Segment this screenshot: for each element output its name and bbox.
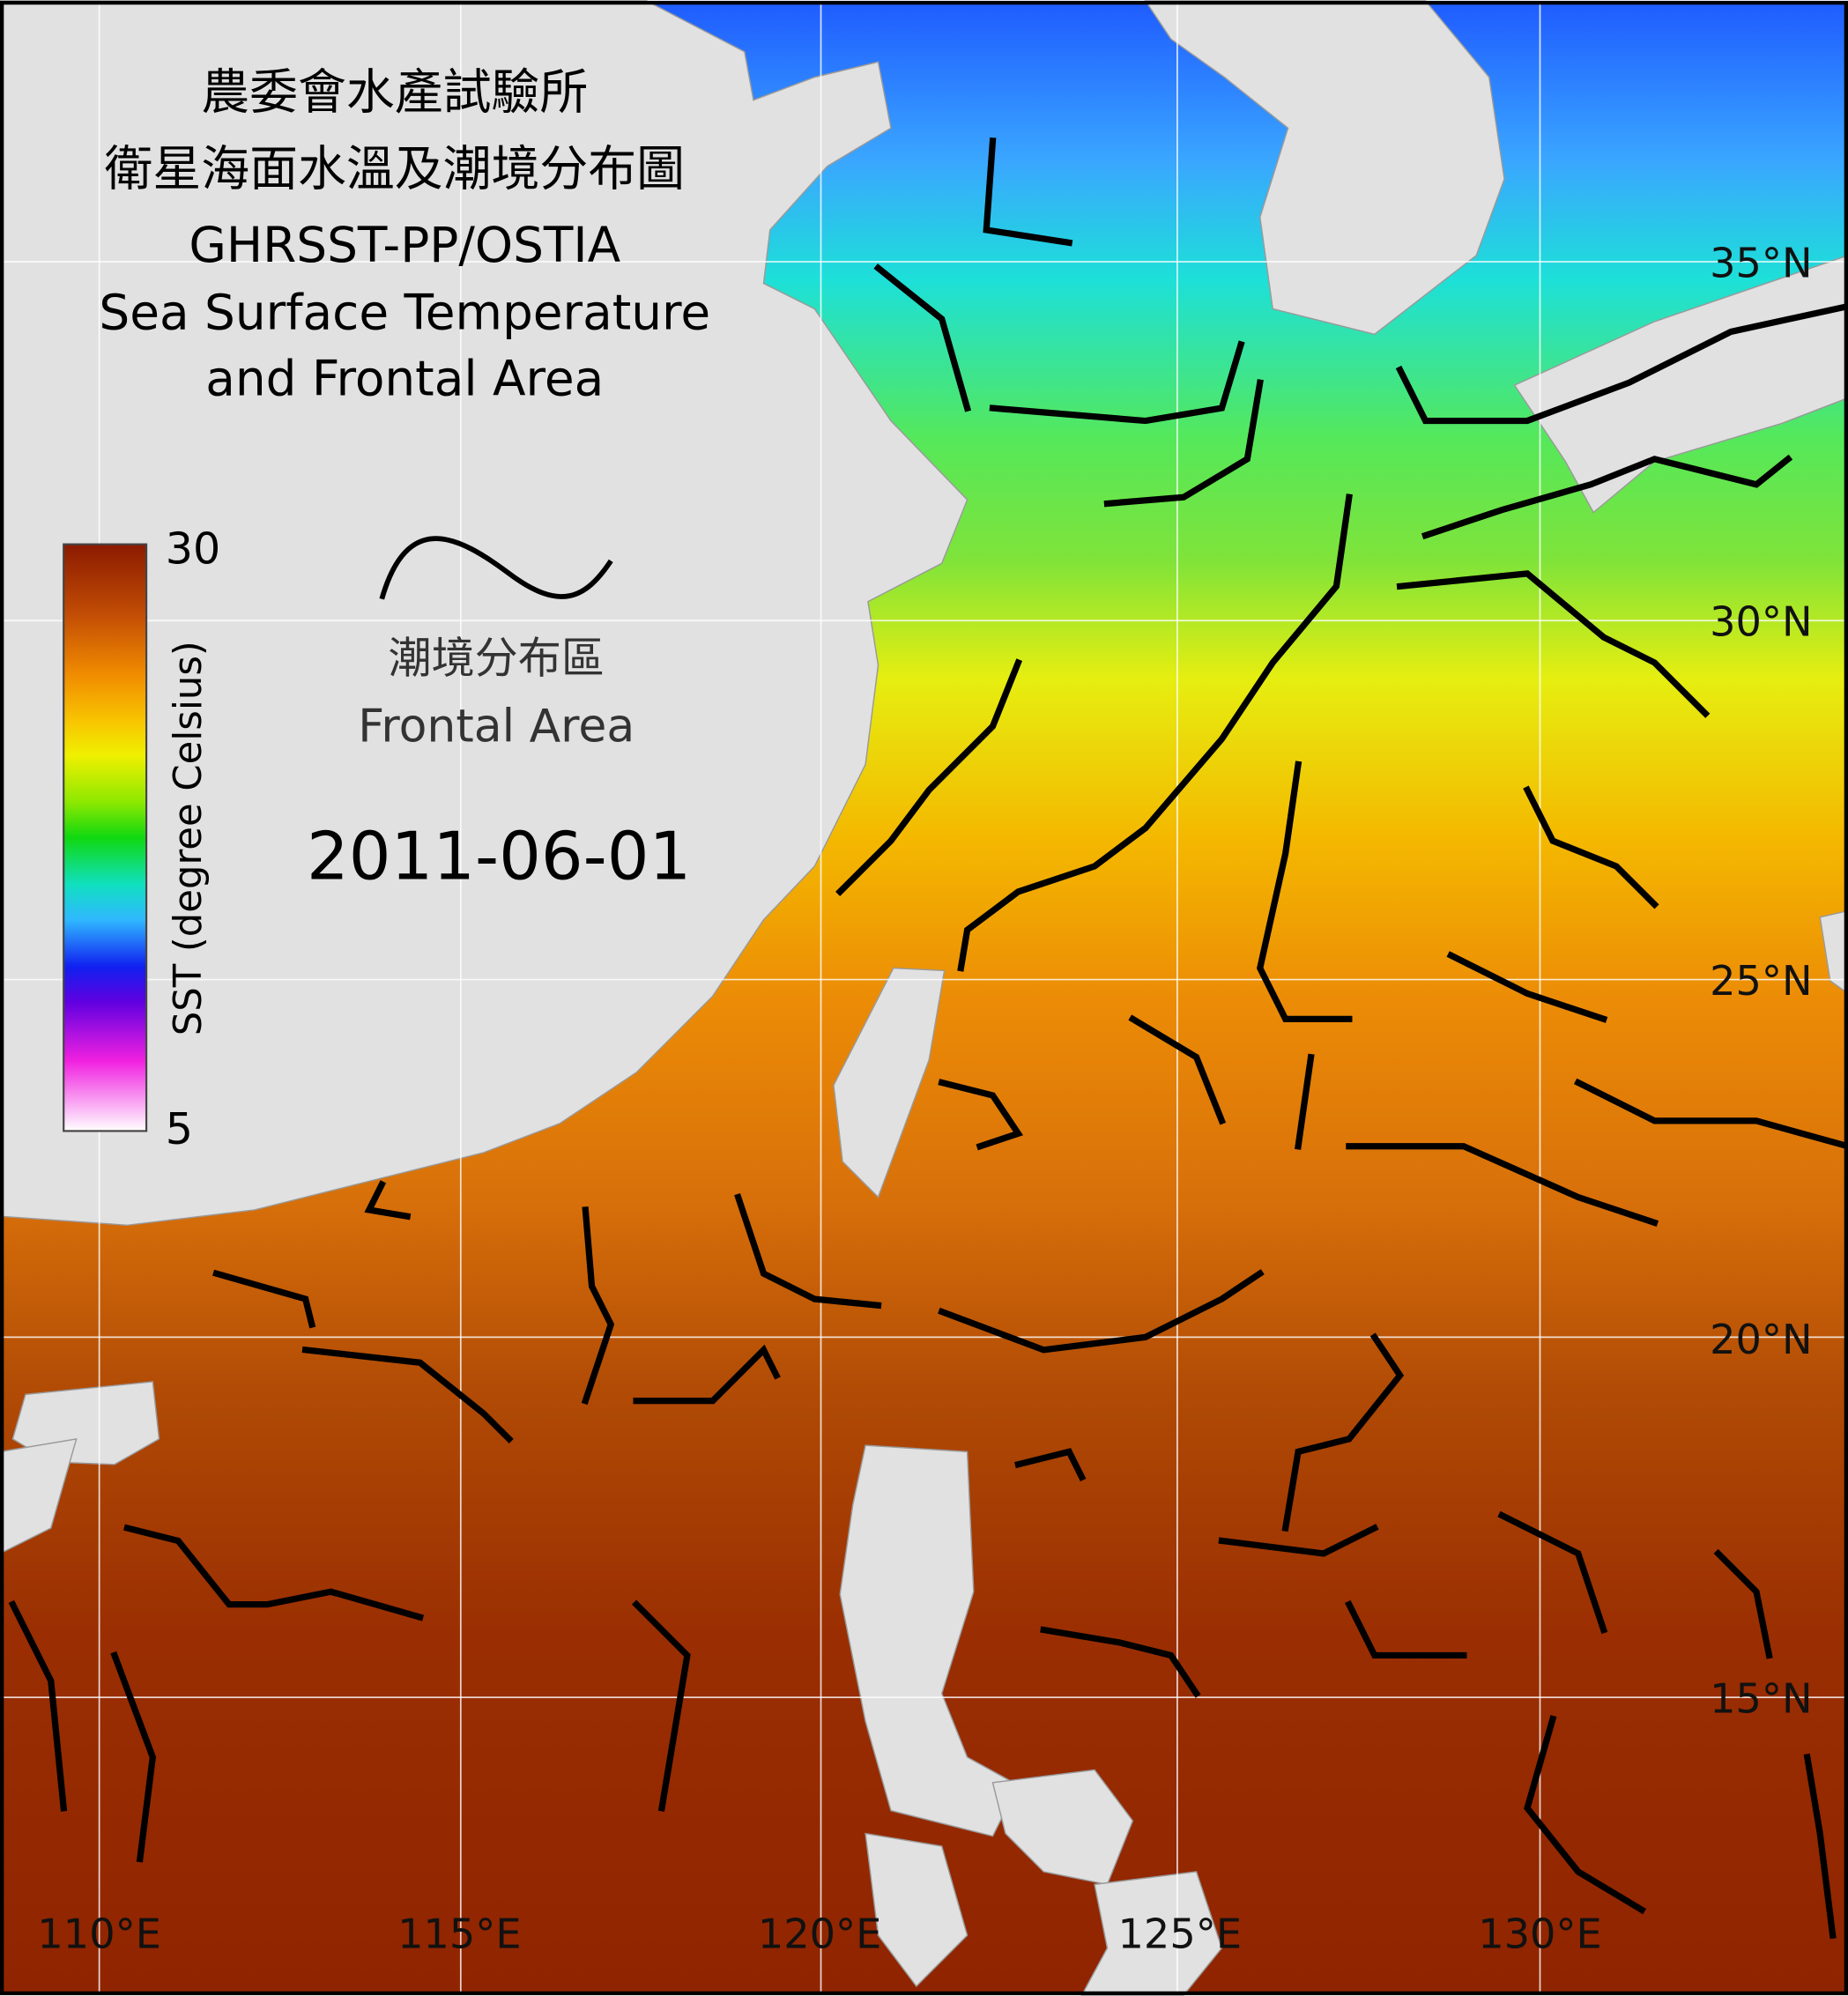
legend-symbol (379, 536, 613, 600)
title-en: Sea Surface Temperature (99, 285, 710, 341)
longitude-label: 130°E (1478, 1911, 1601, 1958)
legend-en: Frontal Area (358, 700, 635, 753)
date: 2011-06-01 (307, 817, 691, 894)
latitude-label: 15°N (1710, 1674, 1812, 1722)
title-product: GHRSST-PP/OSTIA (189, 217, 620, 273)
latitude-label: 35°N (1710, 239, 1812, 286)
colorbar-ramp (63, 543, 148, 1132)
fronts (8, 137, 1848, 1940)
longitude-label: 125°E (1118, 1911, 1242, 1958)
latitude-labels: 35°N 30°N 25°N 20°N 15°N (1710, 239, 1812, 1722)
latitude-label: 30°N (1710, 598, 1812, 646)
colorbar-min: 5 (166, 1103, 193, 1154)
legend: 潮境分布區 Frontal Area (358, 536, 635, 753)
longitude-label: 115°E (397, 1911, 521, 1958)
legend-zh: 潮境分布區 (389, 633, 605, 684)
colorbar: 30 5 SST (degree Celsius) (63, 523, 220, 1154)
title-zh: 農委會水產試驗所 (201, 64, 588, 121)
longitude-labels: 110°E 115°E 120°E 125°E 130°E (37, 1911, 1601, 1958)
latitude-label: 25°N (1710, 957, 1812, 1005)
longitude-label: 110°E (37, 1911, 160, 1958)
title-block: 農委會水產試驗所 衛星海面水溫及潮境分布圖 GHRSST-PP/OSTIA Se… (99, 64, 710, 407)
longitude-label: 120°E (758, 1911, 881, 1958)
title-zh-sub: 衛星海面水溫及潮境分布圖 (104, 140, 685, 197)
colorbar-max: 30 (166, 523, 220, 574)
latitude-label: 20°N (1710, 1316, 1812, 1363)
colorbar-label: SST (degree Celsius) (167, 641, 211, 1035)
title-en: and Frontal Area (205, 351, 604, 407)
